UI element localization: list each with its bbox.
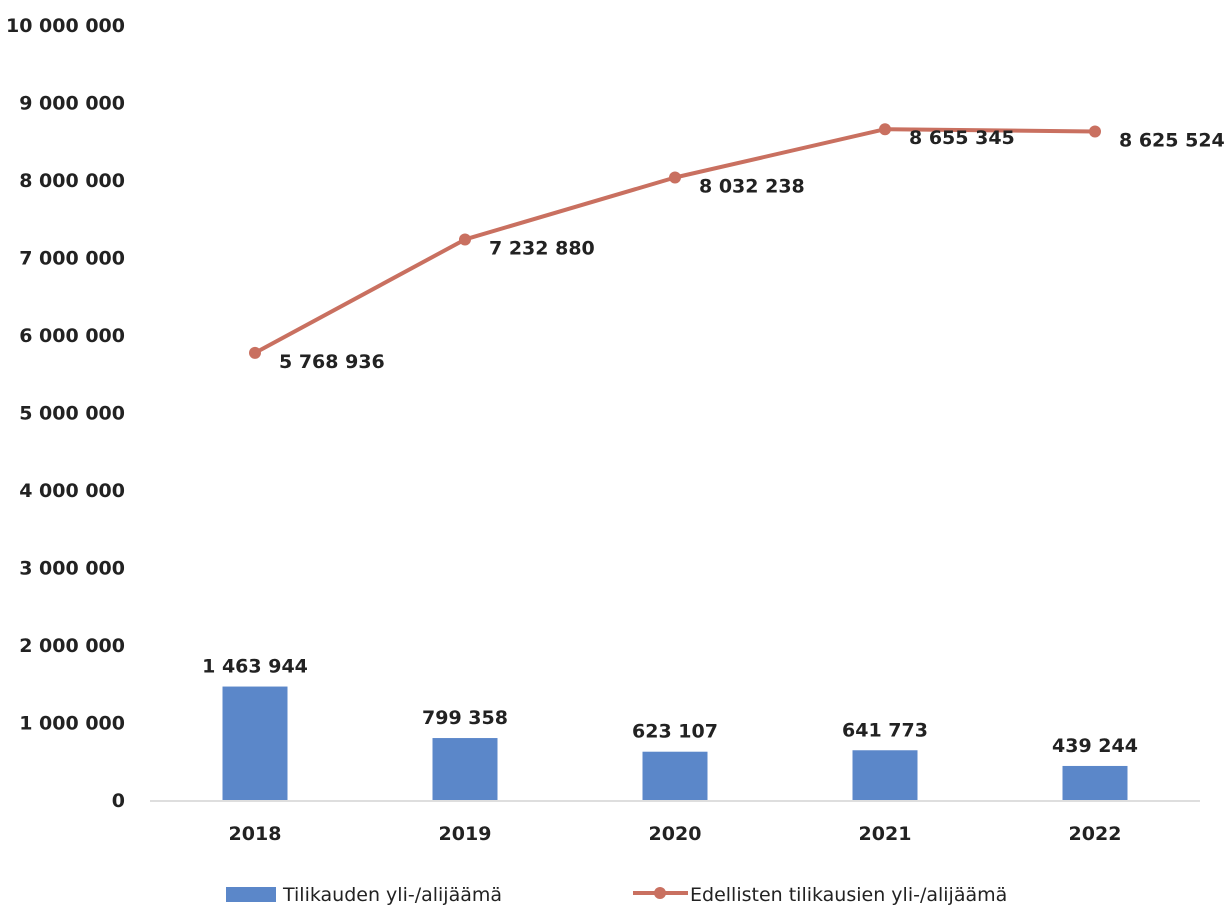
y-tick-label: 3 000 000 xyxy=(19,558,125,580)
y-tick-label: 1 000 000 xyxy=(19,713,125,735)
y-tick-label: 4 000 000 xyxy=(19,480,125,502)
line-data-label: 8 655 345 xyxy=(909,127,1015,149)
x-tick-label: 2020 xyxy=(649,823,702,845)
line-point xyxy=(459,233,471,246)
y-tick-label: 10 000 000 xyxy=(6,15,125,37)
x-tick-label: 2022 xyxy=(1069,823,1122,845)
line-point xyxy=(669,171,681,184)
y-tick-label: 2 000 000 xyxy=(19,635,125,657)
line-point xyxy=(879,123,891,136)
x-tick-label: 2019 xyxy=(439,823,492,845)
bar xyxy=(642,751,708,800)
bar xyxy=(1062,765,1128,800)
line-data-label: 8 625 524 xyxy=(1119,130,1225,152)
bar-series: 1 463 944 799 358 623 107 641 773 439 244 xyxy=(202,656,1138,800)
y-tick-label: 9 000 000 xyxy=(19,93,125,115)
legend-bar-swatch xyxy=(226,887,276,902)
legend: Tilikauden yli-/alijäämä Edellisten tili… xyxy=(226,884,1007,906)
y-tick-label: 7 000 000 xyxy=(19,248,125,270)
y-tick-label: 8 000 000 xyxy=(19,170,125,192)
y-tick-label: 5 000 000 xyxy=(19,403,125,425)
y-tick-label: 6 000 000 xyxy=(19,325,125,347)
legend-line-label: Edellisten tilikausien yli-/alijäämä xyxy=(690,884,1007,906)
x-axis: 2018 2019 2020 2021 2022 xyxy=(150,800,1200,845)
series-line xyxy=(254,127,1096,355)
bar-data-label: 1 463 944 xyxy=(202,656,308,678)
y-axis: 0 1 000 000 2 000 000 3 000 000 4 000 000 5 0… xyxy=(6,15,125,812)
line-point xyxy=(1089,125,1101,138)
bar xyxy=(222,686,288,800)
x-tick-label: 2021 xyxy=(859,823,912,845)
legend-line-marker xyxy=(654,887,666,899)
y-tick-label: 0 xyxy=(112,790,125,812)
bar-data-label: 799 358 xyxy=(422,707,508,729)
bar xyxy=(432,738,498,800)
line-data-label: 5 768 936 xyxy=(279,351,385,373)
line-series: 5 768 936 7 232 880 8 032 238 8 655 345 8 62… xyxy=(249,123,1225,373)
legend-bar-label: Tilikauden yli-/alijäämä xyxy=(282,884,502,906)
bar-data-label: 623 107 xyxy=(632,721,718,743)
bar-data-label: 641 773 xyxy=(842,719,928,741)
line-point xyxy=(249,346,261,359)
bar-data-label: 439 244 xyxy=(1052,735,1138,757)
bar xyxy=(852,750,918,800)
line-data-label: 8 032 238 xyxy=(699,176,805,198)
line-data-label: 7 232 880 xyxy=(489,237,595,259)
x-tick-label: 2018 xyxy=(229,823,282,845)
